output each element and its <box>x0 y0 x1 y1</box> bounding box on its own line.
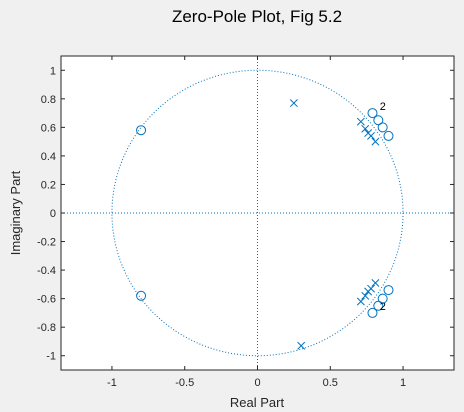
x-tick-label: 0 <box>254 377 260 389</box>
zero-marker <box>136 290 147 301</box>
zero-marker <box>367 108 378 119</box>
zero-marker <box>136 125 147 136</box>
y-tick-label: 1 <box>50 65 56 77</box>
reference-lines <box>61 56 454 370</box>
pole-marker <box>356 297 365 306</box>
chart-title: Zero-Pole Plot, Fig 5.2 <box>172 7 342 26</box>
y-tick-label: -0.4 <box>37 265 56 277</box>
pole-stroke <box>367 131 375 140</box>
y-tick-label: -1 <box>46 351 56 363</box>
x-axis-label: Real Part <box>230 395 285 410</box>
pole-marker <box>371 278 380 287</box>
zero-marker <box>373 115 384 126</box>
multiplicity-label: 2 <box>380 101 386 113</box>
pole-stroke <box>356 117 365 126</box>
pole-stroke <box>297 341 306 350</box>
y-tick-label: 0 <box>50 208 56 220</box>
pole-marker <box>356 117 365 126</box>
zero-marker <box>383 285 394 296</box>
pole-marker <box>289 99 298 108</box>
pole-stroke <box>356 297 365 306</box>
pole-marker <box>361 124 370 133</box>
multiplicity-label: 2 <box>380 301 386 313</box>
zero-marker <box>373 300 384 311</box>
pole-stroke <box>361 124 370 133</box>
x-tick-label: -1 <box>107 377 117 389</box>
data-marks: 22 <box>136 99 394 350</box>
y-tick-label: -0.6 <box>37 294 56 306</box>
x-tick-label: -0.5 <box>175 377 194 389</box>
zero-marker <box>367 307 378 318</box>
unit-circle <box>111 69 404 357</box>
zero-marker <box>377 122 388 133</box>
y-tick-label: 0.4 <box>41 151 56 163</box>
pole-marker <box>367 131 375 140</box>
y-tick-label: 0.8 <box>41 94 56 106</box>
pole-marker <box>371 137 380 146</box>
pole-stroke <box>289 99 298 108</box>
y-tick-label: -0.2 <box>37 237 56 249</box>
zero-marker <box>377 293 388 304</box>
pole-marker <box>361 291 370 300</box>
zero-marker <box>383 130 394 141</box>
y-tick-label: 0.2 <box>41 179 56 191</box>
pole-stroke <box>371 278 380 287</box>
y-tick-label: -0.8 <box>37 322 56 334</box>
x-tick-label: 1 <box>400 377 406 389</box>
y-tick-label: 0.6 <box>41 122 56 134</box>
x-tick-label: 0.5 <box>323 377 338 389</box>
pole-stroke <box>361 291 370 300</box>
pole-marker <box>297 341 306 350</box>
pole-stroke <box>371 137 380 146</box>
pole-stroke <box>367 284 375 293</box>
y-axis-label: Imaginary Part <box>8 170 23 255</box>
axis-ticks: -1 -0.5 0 0.5 1 1 0.8 0.6 0.4 0.2 0 -0.2 -0.4 -0.6 -0.… <box>37 56 454 389</box>
pole-marker <box>367 284 375 293</box>
